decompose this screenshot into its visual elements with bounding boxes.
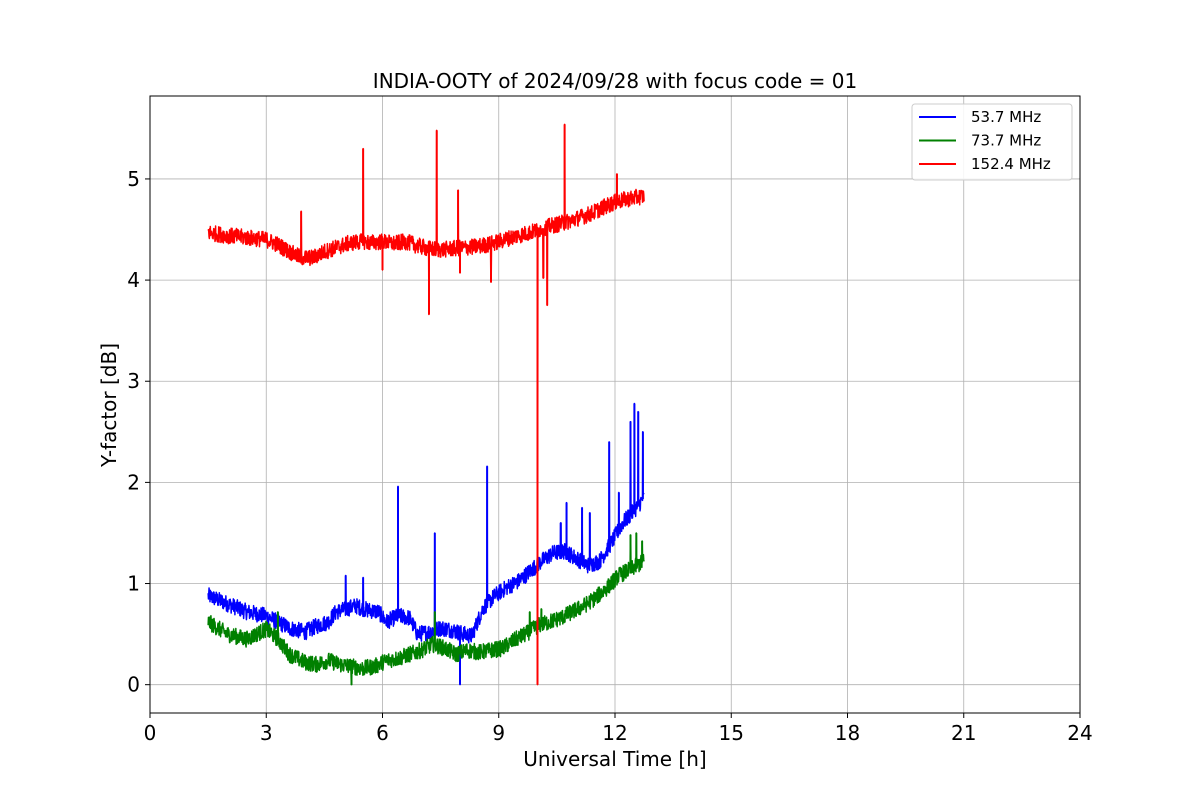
x-tick-label: 24: [1067, 721, 1092, 745]
x-tick-label: 12: [602, 721, 627, 745]
legend-label: 73.7 MHz: [971, 132, 1041, 150]
legend-label: 53.7 MHz: [971, 108, 1041, 126]
legend: 53.7 MHz 73.7 MHz 152.4 MHz: [911, 103, 1073, 181]
legend-label: 152.4 MHz: [971, 155, 1051, 173]
series-line: [207, 402, 645, 686]
x-tick-label: 0: [144, 721, 157, 745]
y-tick-label: 3: [127, 369, 140, 393]
series-line: [207, 123, 645, 686]
y-tick-label: 2: [127, 470, 140, 494]
series-73-7-mhz: [207, 532, 645, 686]
x-tick-label: 21: [951, 721, 976, 745]
x-tick-label: 15: [719, 721, 744, 745]
x-tick-label: 18: [835, 721, 860, 745]
y-tick-label: 0: [127, 673, 140, 697]
x-tick-label: 9: [492, 721, 505, 745]
x-axis-label: Universal Time [h]: [523, 747, 706, 771]
legend-box: [911, 103, 1073, 181]
series-53-7-mhz: [207, 402, 645, 686]
y-axis-label: Y-factor [dB]: [97, 343, 121, 468]
y-tick-label: 4: [127, 268, 140, 292]
series-152-4-mhz: [207, 123, 645, 686]
y-tick-label: 5: [127, 167, 140, 191]
y-tick-label: 1: [127, 572, 140, 596]
series-group: [207, 123, 645, 686]
chart-title: INDIA-OOTY of 2024/09/28 with focus code…: [373, 69, 857, 93]
series-line: [207, 532, 645, 686]
x-tick-label: 6: [376, 721, 389, 745]
x-tick-label: 3: [260, 721, 273, 745]
